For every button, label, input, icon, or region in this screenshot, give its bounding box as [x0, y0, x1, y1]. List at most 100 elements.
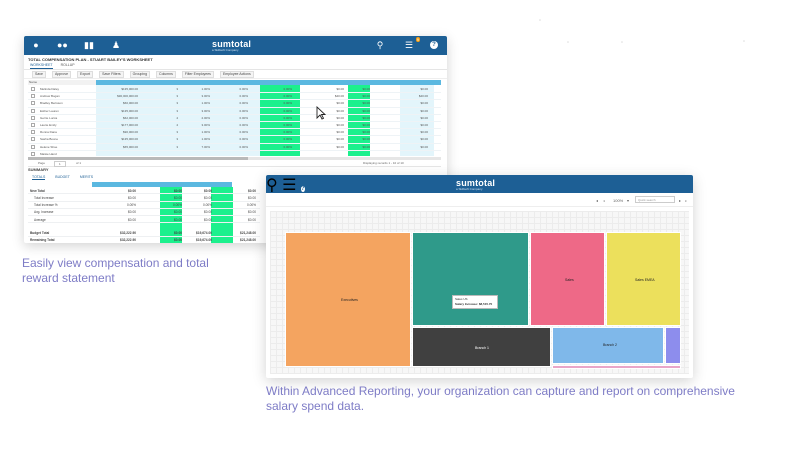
treemap-tile-executives[interactable]: Executives — [285, 232, 411, 367]
tab-worksheet[interactable]: WORKSHEET — [30, 63, 53, 69]
row-checkbox[interactable] — [31, 130, 35, 135]
cell-name: Maisie Hand — [40, 151, 57, 156]
help-icon[interactable]: ? — [430, 41, 438, 49]
treemap-tile-small[interactable] — [665, 327, 681, 364]
table-row[interactable]: Andrew Bogan $90,000,000.00 3 3.00% 0.00% 0.0… — [28, 93, 441, 101]
treemap-tile-sales-us[interactable] — [412, 232, 529, 326]
cell-e: $0.00 — [336, 123, 344, 127]
summary-label: Avg. Increase — [34, 210, 54, 215]
filter-employees-dropdown[interactable]: Filter Employees — [181, 70, 214, 78]
cell-d: 0.00% — [283, 137, 292, 142]
help-icon[interactable]: ? — [300, 186, 305, 192]
cell-name: Laurie Emily — [40, 123, 57, 127]
books-icon[interactable]: ▮▮ — [84, 40, 94, 50]
table-row[interactable]: Bradley Berisson $60,000.00 3 1.00% 0.00% 0.0… — [28, 100, 441, 108]
table-row[interactable]: Esther Lauren $135,000.00 3 3.00% 0.00% 0.00%… — [28, 108, 441, 115]
records-summary: Displaying records 1 - 10 of 10 — [363, 161, 404, 165]
row-checkbox[interactable] — [31, 87, 35, 91]
zoom-select[interactable]: 100% — [613, 198, 624, 203]
table-row[interactable]: Laurie Emily $177,000.00 4 3.00% 0.00% 0.00% $… — [28, 122, 441, 130]
table-row[interactable]: Helene Shoe $65,000.00 3 7.00% 0.00% 0.00% $0.… — [28, 144, 441, 151]
summary-value: 0.00% — [246, 203, 256, 208]
person-gear-icon[interactable]: ♟ — [111, 40, 121, 50]
summary-value: $19,674.00 — [196, 238, 212, 243]
person-icon[interactable]: ● — [33, 40, 39, 50]
next-page-icon[interactable]: ▸ — [679, 198, 682, 203]
row-checkbox[interactable] — [31, 151, 35, 156]
cell-g: $0.00 — [420, 137, 428, 142]
cell-name: Esther Lauren — [40, 108, 59, 113]
search-icon[interactable]: ⚲ — [376, 40, 384, 50]
cell-salary: $60,000.00 — [122, 101, 138, 106]
table-row[interactable]: Sasha Boone $135,000.00 3 1.00% 0.00% 0.00% $0… — [28, 136, 441, 144]
cell-salary: $65,000.00 — [122, 144, 138, 149]
cell-c: 0.00% — [239, 108, 248, 113]
grouping-dropdown[interactable]: Grouping — [129, 70, 151, 78]
treemap-tile-thin[interactable] — [552, 365, 681, 369]
row-checkbox[interactable] — [31, 137, 35, 142]
row-checkbox[interactable] — [31, 115, 35, 120]
save-filters-button[interactable]: Save Filters — [99, 70, 124, 78]
quick-search-input[interactable]: Quick search — [635, 196, 675, 203]
row-checkbox[interactable] — [31, 94, 35, 99]
table-row[interactable]: Ronna Dana $90,000.00 3 1.00% 0.00% 0.00% $0.0… — [28, 129, 441, 137]
notification-badge: 9 — [415, 37, 420, 42]
treemap-tile-branch-2[interactable]: Branch 2 — [552, 327, 664, 364]
summary-value: $0.00 — [204, 210, 212, 215]
cell-d: 0.00% — [283, 130, 292, 135]
row-checkbox[interactable] — [31, 144, 35, 149]
column-header-name[interactable]: Name — [28, 80, 96, 85]
cell-f: $0.00 — [362, 115, 370, 120]
cell-g: $0.00 — [420, 115, 428, 120]
cell-g: $0.00 — [420, 130, 428, 135]
columns-dropdown[interactable]: Columns — [156, 70, 176, 78]
save-button[interactable]: Save — [32, 70, 46, 78]
treemap-tile-branch-1[interactable]: Branch 1 — [412, 327, 551, 367]
tab-merits[interactable]: MERITS — [79, 175, 94, 179]
cell-c: 0.00% — [239, 101, 248, 106]
first-page-icon[interactable]: ◂ — [596, 198, 599, 203]
summary-value: $0.00 — [204, 188, 212, 193]
summary-row: Total Increase % 0.00% 0.00% 0.00% 0.00% — [28, 202, 260, 209]
treemap-tile-sales-emea[interactable]: Sales EMEA — [606, 232, 681, 326]
scroll-thumb[interactable] — [28, 157, 248, 160]
cell-c: 0.00% — [239, 115, 248, 120]
summary-value: $0.00 — [128, 210, 136, 215]
prev-page-icon[interactable]: ◃ — [603, 198, 606, 203]
summary-row: Total Increase $0.00 $0.00 $0.00 $0.00 — [28, 194, 260, 202]
cell-f: $0.00 — [362, 101, 370, 106]
summary-row: Average $0.00 $0.00 $0.00 $0.00 — [28, 216, 260, 224]
tab-budget[interactable]: BUDGET — [55, 175, 70, 179]
compensation-worksheet-window: ● ●● ▮▮ ♟ sumtotal a Skillsoft Company ⚲… — [24, 36, 447, 243]
table-row[interactable]: Melinda Daley $135,000.00 3 1.00% 0.00% 0.00%… — [28, 86, 441, 94]
tab-rollup[interactable]: ROLLUP — [60, 63, 75, 67]
messages-icon[interactable]: ☰9 — [282, 177, 296, 194]
cell-a: 3 — [176, 94, 178, 99]
row-checkbox[interactable] — [31, 123, 35, 127]
cell-f: $0.00 — [362, 144, 370, 149]
employee-actions-dropdown[interactable]: Employee Actions — [219, 70, 254, 78]
table-row[interactable]: Gerrie Lucca $62,000.00 4 2.00% 0.00% 0.00% $0… — [28, 115, 441, 122]
summary-value: $0.00 — [174, 188, 182, 193]
chevron-down-icon[interactable]: ▾ — [627, 198, 630, 203]
cell-e: $0.00 — [336, 115, 344, 120]
messages-icon[interactable]: ☰9 — [404, 37, 420, 50]
page-number-input[interactable]: 1 — [54, 160, 66, 167]
column-header-band[interactable] — [96, 80, 441, 85]
export-button[interactable]: Export — [77, 70, 94, 78]
last-page-icon[interactable]: ▹ — [685, 198, 688, 203]
treemap-tile-sales[interactable]: Sales — [530, 232, 605, 326]
group-icon[interactable]: ●● — [57, 40, 68, 50]
employee-grid: Name Melinda Daley $135,000.00 3 1.00% 0.00%… — [28, 80, 441, 158]
summary-value: $21,248.00 — [240, 231, 256, 235]
row-checkbox[interactable] — [31, 101, 35, 106]
summary-label: Total Increase — [34, 195, 54, 200]
cell-salary: $135,000.00 — [121, 137, 138, 142]
horizontal-scrollbar[interactable] — [28, 157, 441, 160]
row-checkbox[interactable] — [31, 108, 35, 113]
tab-totals[interactable]: TOTALS — [32, 175, 46, 180]
top-nav-bar: ● ●● ▮▮ ♟ sumtotal a Skillsoft Company ⚲… — [24, 36, 447, 55]
approve-button[interactable]: Approve — [51, 70, 72, 78]
summary-value: $0.00 — [248, 195, 256, 200]
search-icon[interactable]: ⚲ — [266, 177, 278, 194]
